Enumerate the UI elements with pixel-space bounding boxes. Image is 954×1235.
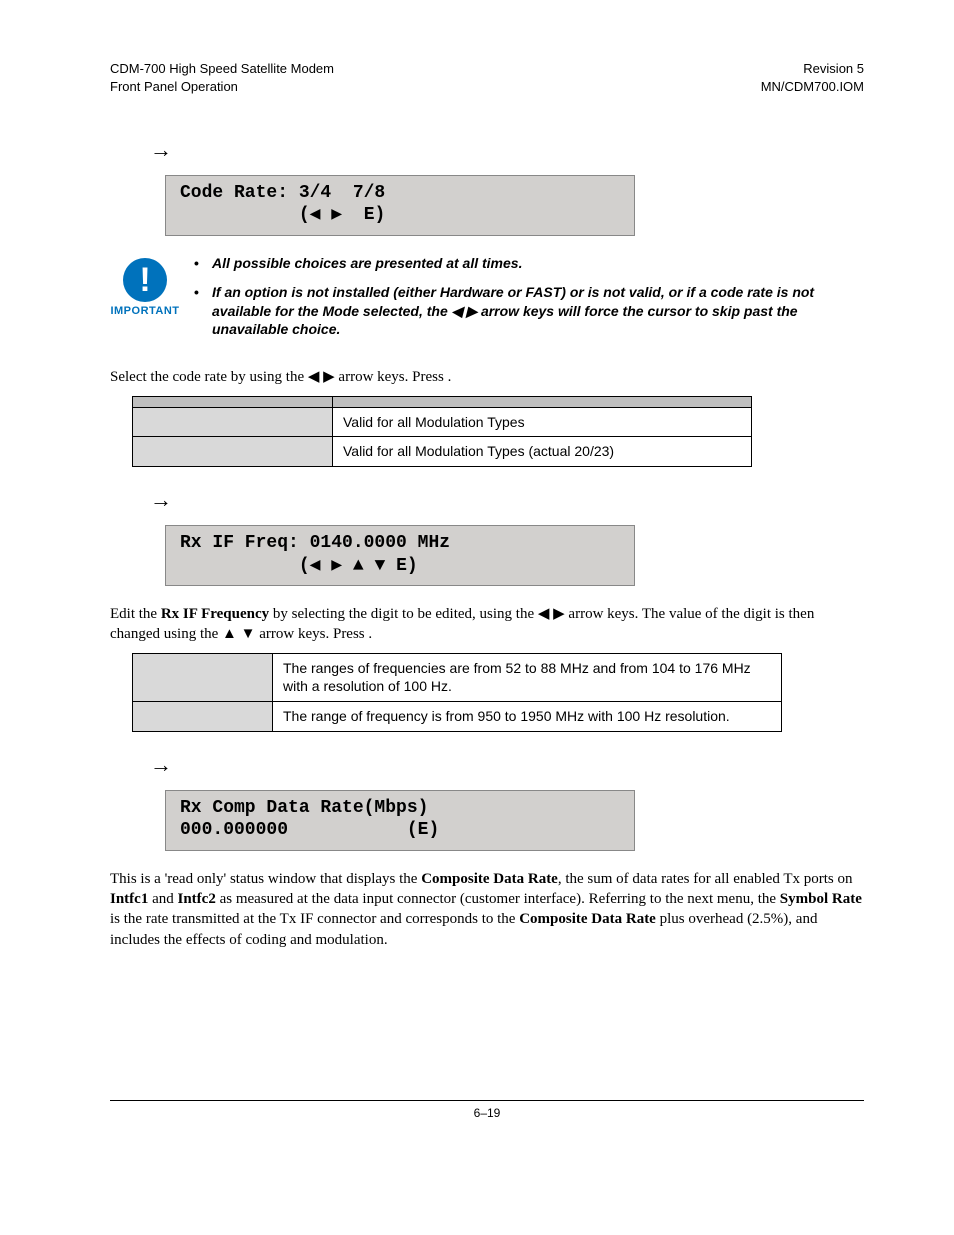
section-arrow-1: → — [150, 135, 864, 165]
table-cell — [133, 653, 273, 702]
bullet-item: If an option is not installed (either Ha… — [194, 283, 864, 340]
lcd-rx-if-freq: Rx IF Freq: 0140.0000 MHz (◀ ▶ ▲ ▼ E) — [165, 525, 635, 586]
section-arrow-3: → — [150, 750, 864, 780]
table-row: Valid for all Modulation Types (actual 2… — [133, 437, 752, 467]
doc-title: CDM-700 High Speed Satellite Modem — [110, 60, 334, 78]
table-cell: The range of frequency is from 950 to 19… — [273, 702, 782, 732]
important-label: IMPORTANT — [110, 304, 179, 319]
body-text-2: Edit the Rx IF Frequency by selecting th… — [110, 604, 864, 645]
table-row: The range of frequency is from 950 to 19… — [133, 702, 782, 732]
header-right: Revision 5 MN/CDM700.IOM — [761, 60, 864, 95]
page-header: CDM-700 High Speed Satellite Modem Front… — [110, 60, 864, 95]
page-footer: 6–19 — [110, 1100, 864, 1121]
table-row: Valid for all Modulation Types — [133, 407, 752, 437]
freq-range-table: The ranges of frequencies are from 52 to… — [132, 653, 782, 733]
table-header — [333, 396, 752, 407]
section-arrow-2: → — [150, 485, 864, 515]
doc-section: Front Panel Operation — [110, 78, 334, 96]
body-text-1: Select the code rate by using the ◀ ▶ ar… — [110, 367, 864, 387]
important-block: ! IMPORTANT All possible choices are pre… — [110, 254, 864, 350]
body-text-3: This is a 'read only' status window that… — [110, 869, 864, 950]
exclamation-icon: ! — [123, 258, 167, 302]
important-bullets: All possible choices are presented at al… — [194, 254, 864, 350]
revision: Revision 5 — [761, 60, 864, 78]
code-rate-table: Valid for all Modulation Types Valid for… — [132, 396, 752, 468]
table-cell — [133, 407, 333, 437]
table-row: The ranges of frequencies are from 52 to… — [133, 653, 782, 702]
table-cell: Valid for all Modulation Types (actual 2… — [333, 437, 752, 467]
table-cell: The ranges of frequencies are from 52 to… — [273, 653, 782, 702]
important-icon: ! IMPORTANT — [110, 258, 180, 319]
bullet-item: All possible choices are presented at al… — [194, 254, 864, 273]
table-header — [133, 396, 333, 407]
header-left: CDM-700 High Speed Satellite Modem Front… — [110, 60, 334, 95]
table-cell — [133, 702, 273, 732]
doc-number: MN/CDM700.IOM — [761, 78, 864, 96]
lcd-rx-comp-data-rate: Rx Comp Data Rate(Mbps) 000.000000 (E) — [165, 790, 635, 851]
table-cell: Valid for all Modulation Types — [333, 407, 752, 437]
table-cell — [133, 437, 333, 467]
page-number: 6–19 — [474, 1106, 501, 1120]
lcd-code-rate: Code Rate: 3/4 7/8 (◀ ▶ E) — [165, 175, 635, 236]
